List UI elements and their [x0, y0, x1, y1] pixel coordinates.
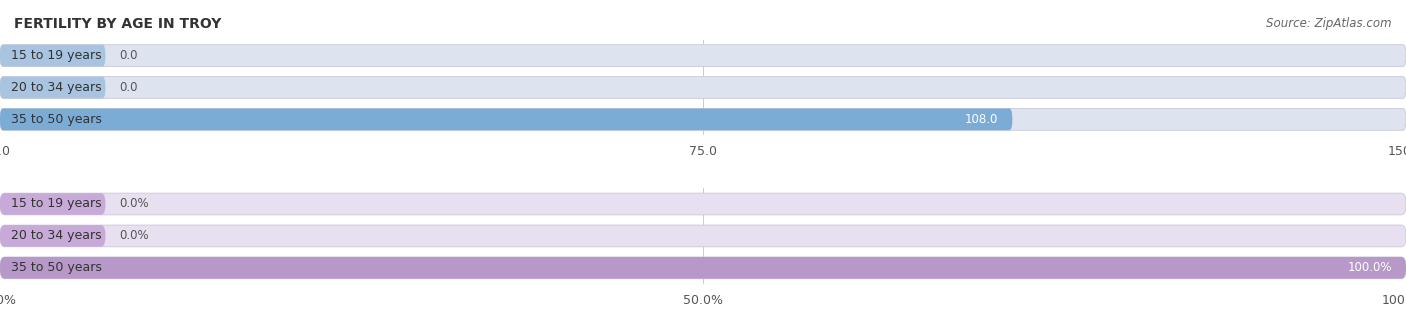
Text: 0.0: 0.0 [120, 49, 138, 62]
Text: 0.0: 0.0 [120, 81, 138, 94]
Text: 20 to 34 years: 20 to 34 years [11, 81, 101, 94]
FancyBboxPatch shape [0, 225, 105, 247]
Text: 0.0%: 0.0% [120, 229, 149, 243]
FancyBboxPatch shape [0, 77, 105, 98]
Text: 15 to 19 years: 15 to 19 years [11, 197, 101, 211]
Text: 100.0%: 100.0% [1347, 261, 1392, 274]
Text: 20 to 34 years: 20 to 34 years [11, 229, 101, 243]
FancyBboxPatch shape [0, 193, 105, 215]
Text: FERTILITY BY AGE IN TROY: FERTILITY BY AGE IN TROY [14, 16, 221, 30]
FancyBboxPatch shape [0, 45, 105, 66]
FancyBboxPatch shape [0, 193, 1406, 215]
Text: 35 to 50 years: 35 to 50 years [11, 113, 103, 126]
FancyBboxPatch shape [0, 225, 1406, 247]
FancyBboxPatch shape [0, 45, 1406, 66]
Text: Source: ZipAtlas.com: Source: ZipAtlas.com [1267, 16, 1392, 29]
Text: 0.0%: 0.0% [120, 197, 149, 211]
Text: 35 to 50 years: 35 to 50 years [11, 261, 103, 274]
Text: 15 to 19 years: 15 to 19 years [11, 49, 101, 62]
FancyBboxPatch shape [0, 257, 1406, 279]
Text: 108.0: 108.0 [965, 113, 998, 126]
FancyBboxPatch shape [0, 109, 1012, 130]
FancyBboxPatch shape [0, 109, 1406, 130]
FancyBboxPatch shape [0, 77, 1406, 98]
FancyBboxPatch shape [0, 257, 1406, 279]
